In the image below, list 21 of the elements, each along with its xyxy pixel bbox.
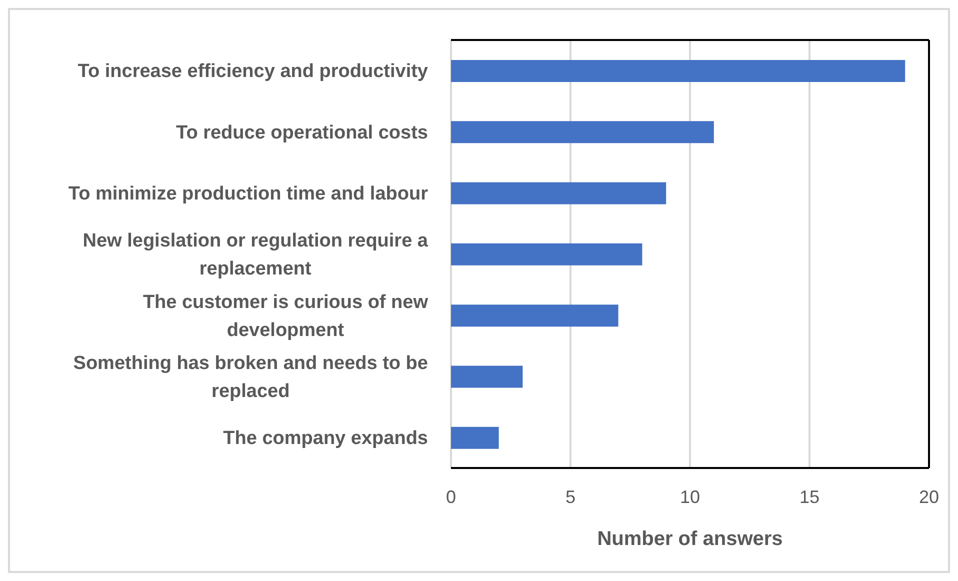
y-tick-label: To reduce operational costs xyxy=(176,122,428,144)
x-tick-label: 15 xyxy=(799,486,820,507)
chart-frame: Number of answers 0 5 10 15 20 To increase efficiency and productivity To reduce operational costs To minimize production time and labour New legislation or regulation require a replacement The customer is curious of new development Something has broken and needs to be replaced The company expands xyxy=(8,8,950,573)
y-tick-label: The customer is curious of new development xyxy=(142,292,428,341)
x-tick-label: 5 xyxy=(565,486,576,507)
bar xyxy=(451,366,523,388)
y-tick-label: Something has broken and needs to be replaced xyxy=(73,352,428,402)
bar xyxy=(451,60,906,82)
y-tick-label: The company expands xyxy=(223,428,428,450)
bar xyxy=(451,243,642,266)
bar xyxy=(451,304,618,327)
bar xyxy=(451,182,666,204)
y-tick-label: To increase efficiency and productivity xyxy=(78,61,428,82)
x-axis-title: Number of answers xyxy=(597,528,783,550)
y-tick-label: New legislation or regulation require a replacement xyxy=(82,230,428,280)
bar xyxy=(451,121,714,144)
x-tick-label: 0 xyxy=(446,486,456,507)
y-tick-label: To minimize production time and labour xyxy=(68,184,429,205)
x-tick-label: 20 xyxy=(918,486,940,507)
bar xyxy=(451,426,499,449)
x-tick-label: 10 xyxy=(680,486,700,507)
